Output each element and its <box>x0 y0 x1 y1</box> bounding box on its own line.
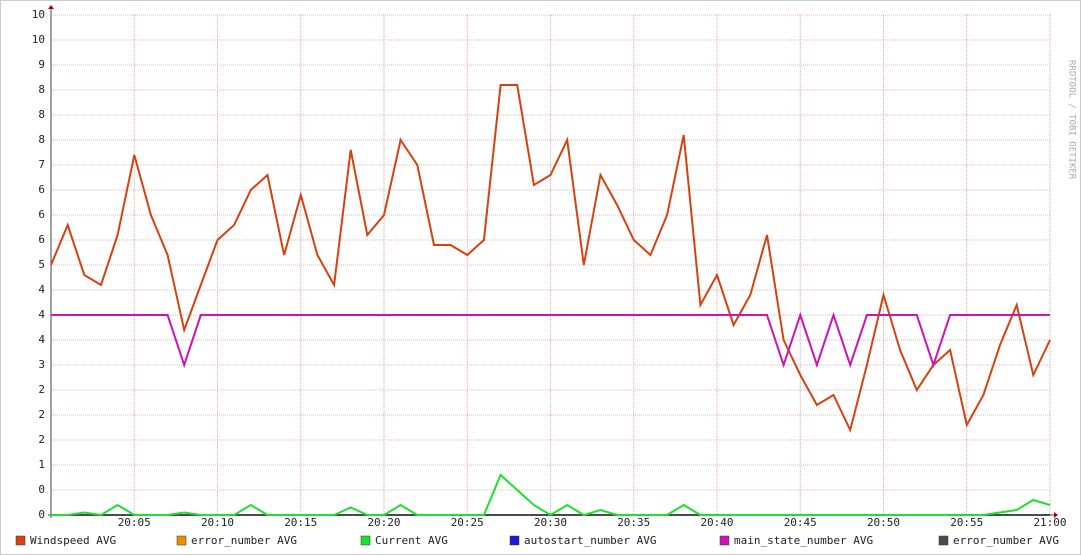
y-tick-label: 6 <box>38 208 45 221</box>
x-tick-label: 20:05 <box>118 516 151 529</box>
y-tick-label: 10 <box>32 33 45 46</box>
x-tick-label: 20:55 <box>950 516 983 529</box>
legend-label: main_state_number AVG <box>734 534 873 547</box>
y-tick-label: 0 <box>38 483 45 496</box>
axis-arrow <box>1054 512 1058 518</box>
y-tick-label: 9 <box>38 58 45 71</box>
legend-label: autostart_number AVG <box>524 534 656 547</box>
legend-swatch <box>360 535 371 546</box>
series-line <box>50 84 1051 433</box>
legend-swatch <box>938 535 949 546</box>
legend-swatch <box>509 535 520 546</box>
series-line <box>51 311 1050 369</box>
y-tick-label: 4 <box>38 308 45 321</box>
y-tick-label: 0 <box>38 508 45 521</box>
y-tick-label: 1 <box>38 458 45 471</box>
y-tick-label: 8 <box>38 83 45 96</box>
legend-swatch <box>176 535 187 546</box>
x-tick-label: 20:25 <box>451 516 484 529</box>
x-tick-label: 20:35 <box>617 516 650 529</box>
x-tick-label: 20:50 <box>867 516 900 529</box>
y-tick-label: 7 <box>38 158 45 171</box>
series-line <box>51 473 1051 517</box>
y-tick-label: 8 <box>38 108 45 121</box>
legend-label: Current AVG <box>375 534 448 547</box>
y-tick-label: 2 <box>38 408 45 421</box>
x-tick-label: 20:20 <box>367 516 400 529</box>
y-tick-label: 3 <box>38 358 45 371</box>
watermark: RRDTOOL / TOBI OETIKER <box>1067 60 1077 180</box>
y-tick-label: 2 <box>38 383 45 396</box>
y-tick-label: 5 <box>38 258 45 271</box>
legend-swatch <box>719 535 730 546</box>
legend-label: error_number AVG <box>191 534 297 547</box>
y-tick-label: 8 <box>38 133 45 146</box>
x-tick-label: 20:45 <box>784 516 817 529</box>
legend-label: Windspeed AVG <box>30 534 116 547</box>
y-tick-label: 2 <box>38 433 45 446</box>
y-tick-label: 6 <box>38 183 45 196</box>
x-tick-label: 21:00 <box>1033 516 1066 529</box>
x-tick-label: 20:15 <box>284 516 317 529</box>
legend-swatch <box>15 535 26 546</box>
legend-label: error_number AVG <box>953 534 1059 547</box>
y-tick-label: 4 <box>38 283 45 296</box>
x-tick-label: 20:40 <box>700 516 733 529</box>
axis-arrow <box>48 5 54 9</box>
y-tick-label: 10 <box>32 8 45 21</box>
y-tick-label: 6 <box>38 233 45 246</box>
x-tick-label: 20:10 <box>201 516 234 529</box>
x-tick-label: 20:30 <box>534 516 567 529</box>
y-tick-label: 4 <box>38 333 45 346</box>
